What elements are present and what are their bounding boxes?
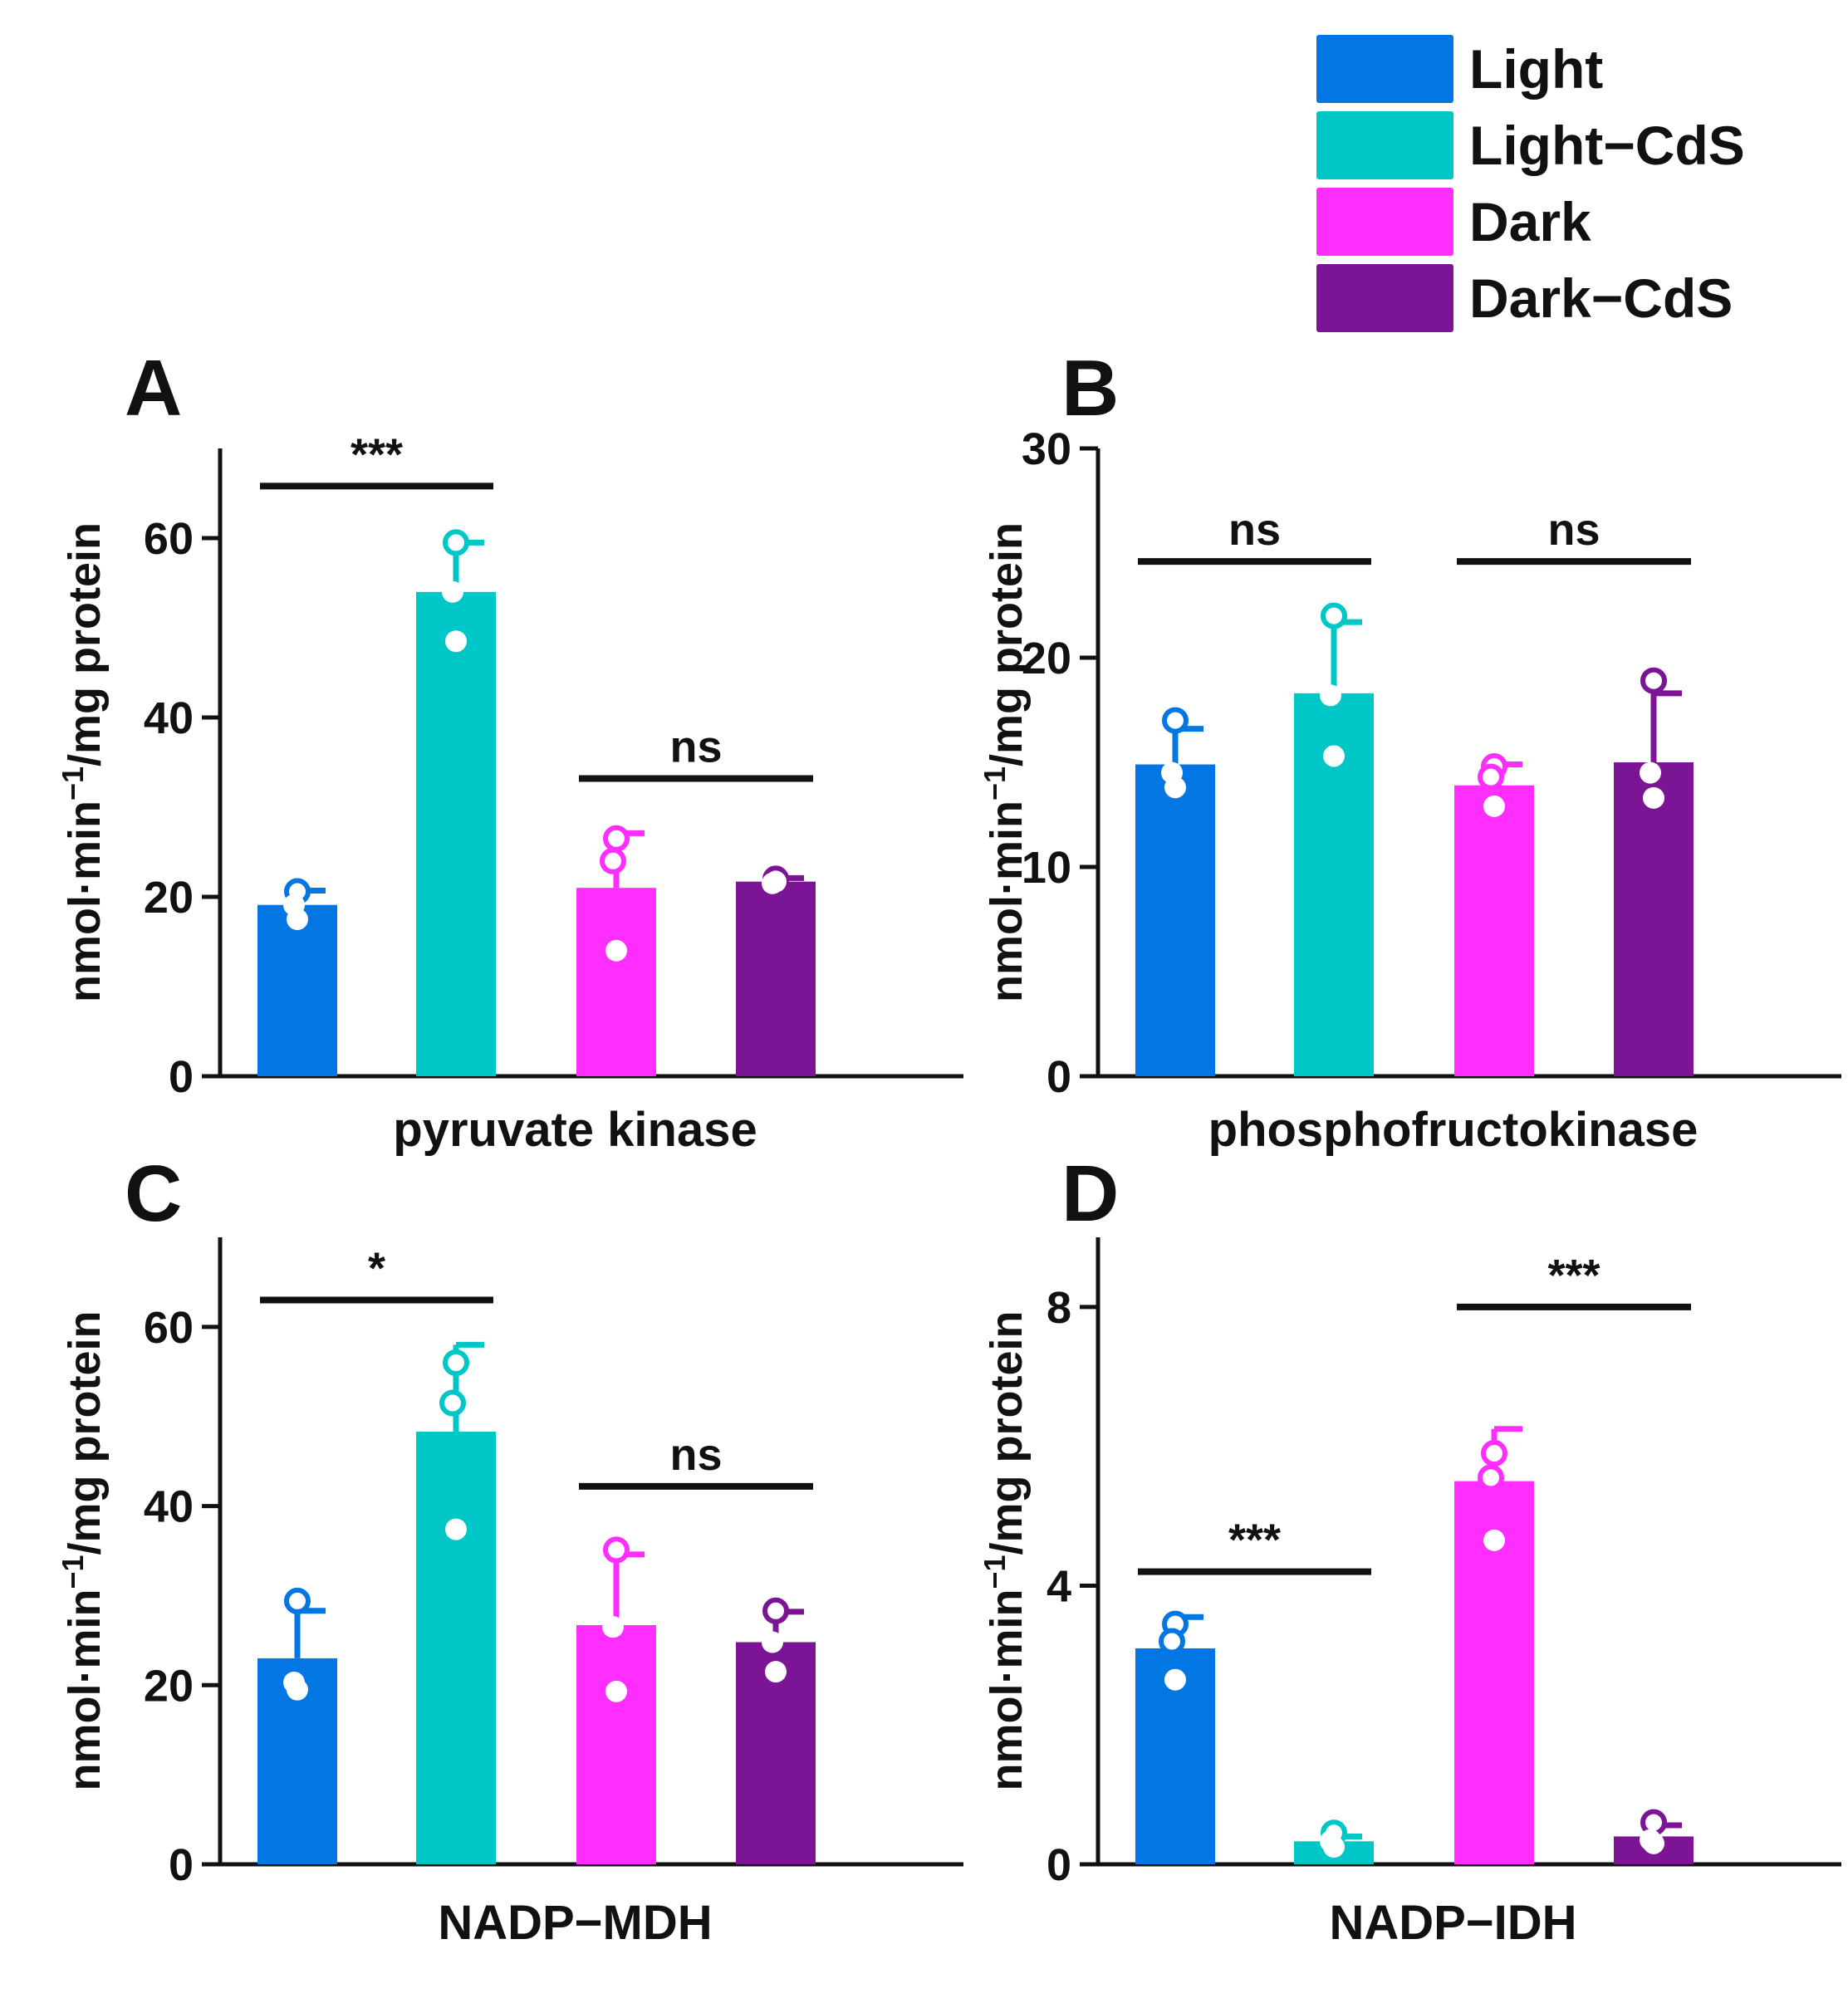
point-b-1-3 [1164, 776, 1186, 799]
point-a-3-3 [605, 939, 627, 962]
sig-label-b-1: ns [1228, 505, 1281, 555]
x-axis-label-a: pyruvate kinase [393, 1103, 757, 1157]
legend-label-1: Light [1469, 38, 1603, 100]
legend-label-3: Dark [1469, 191, 1591, 252]
point-a-1-3 [287, 908, 308, 930]
point-b-2-1 [1321, 602, 1347, 629]
y-tick-label-a-1: 20 [144, 873, 194, 923]
point-d-3-2 [1478, 1464, 1504, 1491]
legend-label-2: Light−CdS [1469, 115, 1745, 176]
point-b-3-2 [1478, 763, 1504, 791]
point-c-4-1 [762, 1597, 789, 1624]
y-tick-label-c-2: 40 [144, 1482, 194, 1532]
y-axis-label-b: nmol·min−1/mg protein [978, 522, 1032, 1002]
bar-a-1 [257, 904, 337, 1076]
bar-b-1 [1135, 764, 1215, 1076]
x-axis-label-c: NADP−MDH [438, 1896, 712, 1950]
y-axis-label-d: nmol·min−1/mg protein [978, 1310, 1032, 1790]
panel-c: C 0 20 40 60 NADP−MDH nmol·min−1/mg protein * ns [56, 1149, 963, 1950]
point-d-1-2 [1159, 1628, 1185, 1655]
point-b-4-2 [1640, 761, 1661, 784]
point-d-1-3 [1164, 1668, 1186, 1691]
point-a-2-2 [442, 580, 463, 603]
legend-label-4: Dark−CdS [1469, 267, 1733, 329]
y-tick-label-a-3: 60 [144, 514, 194, 564]
bar-b-3 [1454, 785, 1534, 1076]
y-tick-label-d-0: 0 [1047, 1840, 1071, 1890]
point-c-2-1 [443, 1349, 469, 1376]
panel-d: D 0 4 8 NADP−IDH nmol·min−1/mg protein *** *** [978, 1149, 1841, 1950]
y-tick-label-a-0: 0 [169, 1052, 194, 1102]
y-axis-label-c: nmol·min−1/mg protein [56, 1310, 110, 1790]
y-tick-label-c-1: 20 [144, 1661, 194, 1711]
point-a-3-2 [600, 847, 626, 874]
point-b-2-2 [1320, 684, 1341, 707]
point-a-3-1 [603, 825, 630, 852]
y-tick-label-b-1: 10 [1022, 843, 1071, 893]
y-tick-label-b-2: 20 [1022, 634, 1071, 683]
point-c-1-1 [284, 1587, 311, 1614]
panel-b: B 0 10 20 30 phosphofructokinase nmol·min−1/mg… [978, 344, 1841, 1157]
x-axis-label-d: NADP−IDH [1329, 1896, 1576, 1950]
point-b-1-1 [1162, 707, 1189, 734]
bar-b-4 [1614, 762, 1694, 1076]
point-d-3-1 [1481, 1440, 1507, 1467]
sig-label-a-1: *** [350, 429, 403, 479]
point-d-3-3 [1483, 1529, 1505, 1551]
sig-label-b-2: ns [1547, 505, 1600, 555]
bar-a-4 [736, 881, 816, 1076]
panel-letter-a: A [125, 344, 182, 433]
panel-a: A 0 20 40 60 pyruvate kinase nmol·min−1/mg pro… [56, 344, 963, 1157]
point-c-3-2 [602, 1616, 624, 1638]
point-c-2-3 [445, 1518, 467, 1540]
point-c-3-1 [603, 1536, 630, 1564]
y-tick-label-c-0: 0 [169, 1840, 194, 1890]
panel-letter-d: D [1061, 1149, 1119, 1238]
point-a-2-1 [443, 529, 469, 556]
y-tick-label-a-2: 40 [144, 693, 194, 743]
bar-c-3 [576, 1625, 656, 1864]
point-a-2-3 [445, 630, 467, 653]
point-b-4-3 [1643, 786, 1664, 809]
point-c-4-3 [765, 1661, 787, 1683]
point-a-4-3 [765, 870, 787, 893]
y-axis-label-a: nmol·min−1/mg protein [56, 522, 110, 1002]
bar-a-3 [576, 888, 656, 1076]
legend-swatch-2 [1316, 111, 1453, 179]
point-c-1-3 [287, 1678, 308, 1701]
point-d-2-3 [1323, 1836, 1345, 1858]
panel-letter-c: C [125, 1149, 182, 1238]
y-tick-label-d-1: 4 [1047, 1561, 1071, 1611]
legend-swatch-4 [1316, 264, 1453, 332]
point-b-4-1 [1640, 667, 1667, 694]
point-b-3-3 [1483, 795, 1505, 817]
point-c-3-3 [605, 1680, 627, 1702]
y-tick-label-b-0: 0 [1047, 1052, 1071, 1102]
sig-label-c-1: * [368, 1244, 385, 1294]
panel-letter-b: B [1061, 344, 1119, 433]
sig-label-c-2: ns [669, 1430, 722, 1480]
y-tick-label-c-3: 60 [144, 1303, 194, 1353]
point-c-2-2 [439, 1389, 466, 1417]
point-d-4-3 [1643, 1832, 1664, 1854]
legend: Light Light−CdS Dark Dark−CdS [1316, 35, 1745, 332]
bar-c-2 [416, 1432, 496, 1864]
bar-a-2 [416, 591, 496, 1076]
point-b-2-3 [1323, 745, 1345, 767]
y-tick-label-b-3: 30 [1022, 424, 1071, 474]
legend-swatch-3 [1316, 188, 1453, 256]
x-axis-label-b: phosphofructokinase [1208, 1103, 1698, 1157]
sig-label-d-1: *** [1228, 1516, 1281, 1565]
sig-label-a-2: ns [669, 722, 722, 771]
sig-label-d-2: *** [1547, 1251, 1600, 1300]
y-tick-label-d-2: 8 [1047, 1283, 1071, 1333]
legend-swatch-1 [1316, 35, 1453, 103]
point-c-4-2 [762, 1631, 783, 1653]
